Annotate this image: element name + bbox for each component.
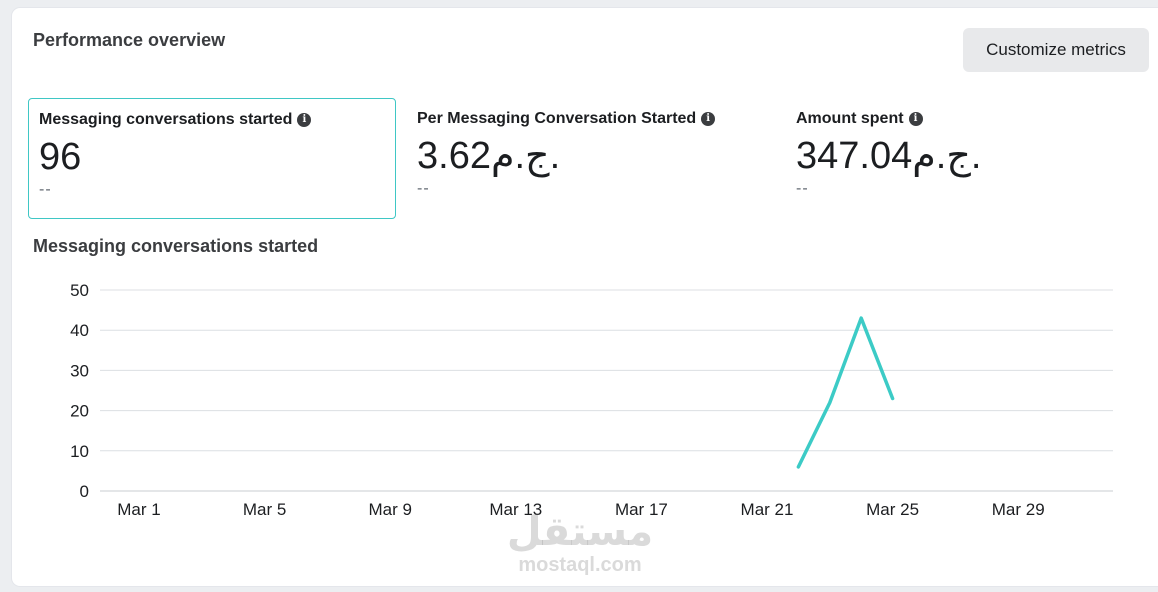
x-tick-label: Mar 21	[741, 500, 794, 519]
y-tick-label: 50	[70, 281, 89, 300]
y-tick-label: 30	[70, 361, 89, 380]
metric-card-amount-spent[interactable]: Amount spent i 347.04ج.م. --	[786, 98, 1146, 219]
x-tick-label: Mar 5	[243, 500, 286, 519]
metric-label: Per Messaging Conversation Started	[417, 110, 697, 127]
series-line	[796, 316, 895, 469]
y-tick-label: 40	[70, 321, 89, 340]
x-tick-label: Mar 25	[866, 500, 919, 519]
info-icon[interactable]: i	[701, 112, 716, 126]
x-tick-label: Mar 9	[368, 500, 411, 519]
metric-comparison: --	[39, 181, 52, 198]
metric-card-cost-per-conversation[interactable]: Per Messaging Conversation Started i 3.6…	[407, 98, 777, 219]
metric-value: 347.04ج.م.	[796, 135, 982, 177]
y-tick-label: 0	[80, 482, 89, 501]
x-tick-label: Mar 17	[615, 500, 668, 519]
metric-value: 3.62ج.م.	[417, 135, 561, 177]
metric-comparison: --	[417, 180, 430, 197]
customize-metrics-button[interactable]: Customize metrics	[963, 28, 1149, 72]
info-icon[interactable]: i	[908, 112, 923, 126]
x-tick-label: Mar 1	[117, 500, 160, 519]
chart-title: Messaging conversations started	[33, 236, 319, 256]
watermark-arabic: مستقل	[506, 509, 654, 555]
y-tick-label: 10	[70, 442, 89, 461]
info-icon[interactable]: i	[297, 113, 312, 127]
metric-label: Messaging conversations started	[39, 111, 293, 128]
metric-label: Amount spent	[796, 110, 904, 127]
metric-value: 96	[39, 136, 82, 178]
watermark-latin: mostaql.com	[518, 554, 642, 576]
metric-comparison: --	[796, 180, 809, 197]
y-tick-label: 20	[70, 402, 89, 421]
x-tick-label: Mar 13	[489, 500, 542, 519]
watermark-logo: مستقل mostaql.com	[505, 510, 655, 576]
metric-card-messaging-conversations[interactable]: Messaging conversations started i 96 --	[28, 98, 396, 219]
performance-overview-card	[12, 8, 1158, 586]
page-title: Performance overview	[33, 30, 226, 50]
x-tick-label: Mar 29	[992, 500, 1045, 519]
